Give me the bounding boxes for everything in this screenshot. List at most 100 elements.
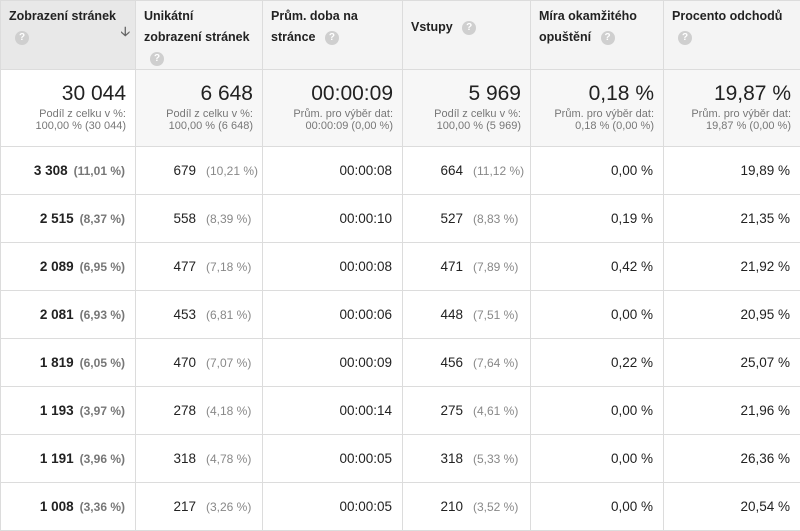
- cell-entrances: 448(7,51 %): [403, 291, 531, 339]
- cell-avg-time: 00:00:05: [263, 435, 403, 483]
- cell-entrances: 527(8,83 %): [403, 195, 531, 243]
- unique-percent: (6,81 %): [206, 308, 251, 322]
- pageviews-value: 1 008: [40, 499, 74, 514]
- cell-bounce-rate: 0,00 %: [531, 387, 664, 435]
- cell-unique-pageviews: 278(4,18 %): [136, 387, 263, 435]
- table-row[interactable]: 2 081 (6,93 %) 453(6,81 %) 00:00:06 448(7…: [1, 291, 800, 339]
- pageviews-value: 1 193: [40, 403, 74, 418]
- exit-rate-value: 20,54 %: [740, 499, 790, 514]
- pageviews-value: 1 191: [40, 451, 74, 466]
- table-row[interactable]: 2 089(6,95 %) 477(7,18 %) 00:00:08 471(7…: [1, 243, 800, 291]
- unique-percent: (10,21 %): [206, 164, 258, 178]
- unique-value: 558: [136, 211, 196, 226]
- pageviews-percent: (6,93 %): [80, 308, 125, 322]
- header-avg-time[interactable]: Prům. doba na stránce ?: [263, 1, 403, 70]
- cell-unique-pageviews: 217(3,26 %): [136, 483, 263, 531]
- help-icon[interactable]: ?: [325, 31, 339, 45]
- cell-avg-time: 00:00:06: [263, 291, 403, 339]
- total-value: 6 648: [142, 83, 253, 105]
- cell-exit-rate: 20,54 %: [664, 483, 800, 531]
- table-row[interactable]: 3 308(11,01 %) 679(10,21 %) 00:00:08 664…: [1, 147, 800, 195]
- pageviews-value: 2 515: [40, 211, 74, 226]
- avg-time-value: 00:00:05: [339, 499, 392, 514]
- table-row[interactable]: 1 191(3,96 %) 318(4,78 %) 00:00:05 318(5…: [1, 435, 800, 483]
- avg-time-value: 00:00:09: [339, 355, 392, 370]
- unique-percent: (8,39 %): [206, 212, 251, 226]
- entrances-value: 275: [403, 403, 463, 418]
- unique-percent: (4,78 %): [206, 452, 251, 466]
- cell-pageviews: 2 081 (6,93 %): [1, 291, 136, 339]
- cell-exit-rate: 21,35 %: [664, 195, 800, 243]
- cell-bounce-rate: 0,42 %: [531, 243, 664, 291]
- header-unique-pageviews[interactable]: Unikátní zobrazení stránek ?: [136, 1, 263, 70]
- header-label: Procento odchodů: [672, 9, 782, 23]
- table-row[interactable]: 1 193(3,97 %) 278(4,18 %) 00:00:14 275(4…: [1, 387, 800, 435]
- avg-time-value: 00:00:06: [339, 307, 392, 322]
- cell-pageviews: 2 089(6,95 %): [1, 243, 136, 291]
- cell-avg-time: 00:00:14: [263, 387, 403, 435]
- help-icon[interactable]: ?: [150, 52, 164, 66]
- header-exit-rate[interactable]: Procento odchodů ?: [664, 1, 800, 70]
- help-icon[interactable]: ?: [678, 31, 692, 45]
- cell-avg-time: 00:00:10: [263, 195, 403, 243]
- entrances-value: 318: [403, 451, 463, 466]
- entrances-percent: (5,33 %): [473, 452, 518, 466]
- header-row: Zobrazení stránek ? 🡣 Unikátní zobrazení…: [1, 1, 800, 70]
- cell-exit-rate: 26,36 %: [664, 435, 800, 483]
- avg-time-value: 00:00:14: [339, 403, 392, 418]
- total-value: 0,18 %: [537, 83, 654, 105]
- help-icon[interactable]: ?: [601, 31, 615, 45]
- pageviews-percent: (3,36 %): [80, 500, 125, 514]
- bounce-rate-value: 0,00 %: [611, 307, 653, 322]
- entrances-percent: (7,64 %): [473, 356, 518, 370]
- header-label: Unikátní zobrazení stránek: [144, 9, 250, 44]
- entrances-percent: (8,83 %): [473, 212, 518, 226]
- cell-bounce-rate: 0,00 %: [531, 291, 664, 339]
- cell-bounce-rate: 0,00 %: [531, 483, 664, 531]
- header-label: Prům. doba na stránce: [271, 9, 358, 44]
- header-bounce-rate[interactable]: Míra okamžitého opuštění ?: [531, 1, 664, 70]
- total-unique-pageviews: 6 648 Podíl z celku v %: 100,00 % (6 648…: [136, 70, 263, 147]
- pageviews-value: 3 308: [34, 163, 68, 178]
- table-row[interactable]: 1 008 (3,36 %) 217(3,26 %) 00:00:05 210(3…: [1, 483, 800, 531]
- cell-pageviews: 2 515 (8,37 %): [1, 195, 136, 243]
- cell-bounce-rate: 0,22 %: [531, 339, 664, 387]
- exit-rate-value: 20,95 %: [740, 307, 790, 322]
- unique-value: 679: [136, 163, 196, 178]
- pageviews-percent: (8,37 %): [80, 212, 125, 226]
- pageviews-value: 2 089: [40, 259, 74, 274]
- exit-rate-value: 26,36 %: [740, 451, 790, 466]
- pageviews-value: 2 081: [40, 307, 74, 322]
- help-icon[interactable]: ?: [462, 21, 476, 35]
- unique-value: 217: [136, 499, 196, 514]
- cell-unique-pageviews: 470(7,07 %): [136, 339, 263, 387]
- entrances-percent: (3,52 %): [473, 500, 518, 514]
- cell-pageviews: 1 819(6,05 %): [1, 339, 136, 387]
- exit-rate-value: 21,96 %: [740, 403, 790, 418]
- unique-value: 318: [136, 451, 196, 466]
- avg-time-value: 00:00:08: [339, 163, 392, 178]
- table-row[interactable]: 1 819(6,05 %) 470(7,07 %) 00:00:09 456(7…: [1, 339, 800, 387]
- total-exit-rate: 19,87 % Prům. pro výběr dat: 19,87 % (0,…: [664, 70, 800, 147]
- header-pageviews[interactable]: Zobrazení stránek ? 🡣: [1, 1, 136, 70]
- header-label: Vstupy: [411, 20, 453, 34]
- cell-entrances: 210(3,52 %): [403, 483, 531, 531]
- total-sub2: 0,18 % (0,00 %): [537, 120, 654, 132]
- table-row[interactable]: 2 515 (8,37 %) 558 (8,39 %) 00:00:10 527(8…: [1, 195, 800, 243]
- arrow-down-icon[interactable]: 🡣: [121, 21, 130, 42]
- total-sub1: Podíl z celku v %:: [142, 108, 253, 120]
- total-sub2: 100,00 % (5 969): [409, 120, 521, 132]
- entrances-value: 471: [403, 259, 463, 274]
- help-icon[interactable]: ?: [15, 31, 29, 45]
- cell-unique-pageviews: 453(6,81 %): [136, 291, 263, 339]
- cell-entrances: 664(11,12 %): [403, 147, 531, 195]
- cell-unique-pageviews: 558 (8,39 %): [136, 195, 263, 243]
- cell-entrances: 471(7,89 %): [403, 243, 531, 291]
- cell-entrances: 318 (5,33 %): [403, 435, 531, 483]
- header-label: Zobrazení stránek: [9, 9, 116, 23]
- total-sub2: 100,00 % (6 648): [142, 120, 253, 132]
- total-value: 5 969: [409, 83, 521, 105]
- header-entrances[interactable]: Vstupy ?: [403, 1, 531, 70]
- header-label: Míra okamžitého opuštění: [539, 9, 637, 44]
